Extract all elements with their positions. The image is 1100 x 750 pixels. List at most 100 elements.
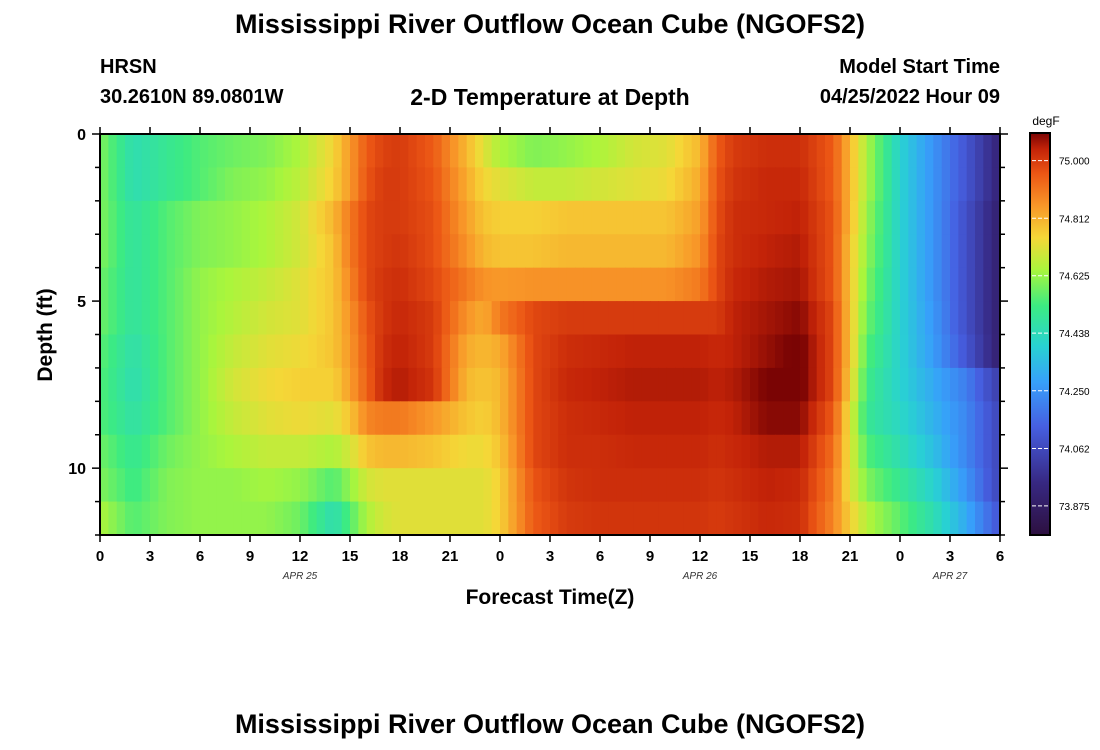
heatmap-cell bbox=[800, 334, 809, 369]
heatmap-cell bbox=[550, 301, 559, 336]
heatmap-cell bbox=[358, 234, 368, 269]
heatmap-cell bbox=[691, 134, 701, 169]
heatmap-cell bbox=[866, 367, 876, 402]
heatmap-cell bbox=[941, 267, 951, 302]
heatmap-cell bbox=[733, 434, 743, 469]
heatmap-cell bbox=[600, 434, 609, 469]
heatmap-cell bbox=[733, 167, 743, 202]
heatmap-cell bbox=[791, 468, 801, 503]
heatmap-cell bbox=[241, 267, 251, 302]
heatmap-cell bbox=[883, 134, 893, 169]
heatmap-cell bbox=[650, 468, 659, 503]
heatmap-cell bbox=[800, 200, 809, 235]
heatmap-cells bbox=[100, 134, 1001, 536]
heatmap-cell bbox=[625, 301, 634, 336]
heatmap-cell bbox=[416, 501, 426, 536]
heatmap-cell bbox=[150, 134, 159, 169]
heatmap-cell bbox=[583, 134, 593, 169]
heatmap-cell bbox=[550, 267, 559, 302]
heatmap-cell bbox=[725, 301, 734, 336]
heatmap-cell bbox=[341, 334, 351, 369]
heatmap-cell bbox=[266, 267, 276, 302]
heatmap-cell bbox=[475, 401, 484, 436]
heatmap-cell bbox=[966, 200, 976, 235]
heatmap-cell bbox=[366, 267, 376, 302]
heatmap-cell bbox=[425, 301, 434, 336]
heatmap-cell bbox=[266, 234, 276, 269]
heatmap-cell bbox=[325, 134, 334, 169]
heatmap-cell bbox=[816, 134, 826, 169]
heatmap-cell bbox=[741, 234, 751, 269]
heatmap-cell bbox=[275, 234, 284, 269]
heatmap-cell bbox=[325, 200, 334, 235]
heatmap-cell bbox=[483, 234, 493, 269]
heatmap-cell bbox=[358, 134, 368, 169]
heatmap-cell bbox=[441, 200, 451, 235]
heatmap-cell bbox=[725, 434, 734, 469]
heatmap-cell bbox=[483, 301, 493, 336]
heatmap-cell bbox=[166, 334, 176, 369]
heatmap-cell bbox=[816, 501, 826, 536]
heatmap-cell bbox=[841, 134, 851, 169]
heatmap-cell bbox=[300, 401, 309, 436]
x-tick-label: 6 bbox=[996, 548, 1004, 565]
heatmap-cell bbox=[675, 234, 684, 269]
heatmap-cell bbox=[141, 401, 151, 436]
heatmap-cell bbox=[425, 468, 434, 503]
heatmap-cell bbox=[700, 267, 709, 302]
heatmap-cell bbox=[475, 334, 484, 369]
heatmap-cell bbox=[625, 468, 634, 503]
heatmap-cell bbox=[391, 301, 401, 336]
heatmap-cell bbox=[441, 301, 451, 336]
heatmap-cell bbox=[233, 167, 243, 202]
heatmap-cell bbox=[616, 501, 626, 536]
heatmap-cell bbox=[825, 468, 834, 503]
heatmap-cell bbox=[450, 401, 459, 436]
heatmap-cell bbox=[125, 167, 134, 202]
heatmap-cell bbox=[291, 501, 301, 536]
heatmap-cell bbox=[675, 434, 684, 469]
heatmap-cell bbox=[841, 468, 851, 503]
heatmap-cell bbox=[708, 334, 718, 369]
heatmap-cell bbox=[966, 267, 976, 302]
heatmap-cell bbox=[733, 401, 743, 436]
heatmap-cell bbox=[825, 401, 834, 436]
heatmap-cell bbox=[841, 367, 851, 402]
heatmap-cell bbox=[658, 267, 668, 302]
heatmap-cell bbox=[725, 468, 734, 503]
heatmap-cell bbox=[308, 200, 318, 235]
heatmap-cell bbox=[250, 134, 259, 169]
heatmap-cell bbox=[175, 367, 184, 402]
heatmap-cell bbox=[408, 167, 418, 202]
heatmap-cell bbox=[258, 468, 268, 503]
heatmap-cell bbox=[250, 267, 259, 302]
heatmap-cell bbox=[975, 134, 984, 169]
heatmap-cell bbox=[800, 468, 809, 503]
heatmap-cell bbox=[625, 134, 634, 169]
heatmap-cell bbox=[716, 301, 726, 336]
heatmap-cell bbox=[516, 134, 526, 169]
heatmap-cell bbox=[991, 367, 1001, 402]
heatmap-cell bbox=[491, 367, 501, 402]
heatmap-cell bbox=[408, 468, 418, 503]
heatmap-cell bbox=[533, 301, 543, 336]
heatmap-cell bbox=[116, 267, 126, 302]
heatmap-cell bbox=[433, 234, 443, 269]
heatmap-cell bbox=[108, 167, 118, 202]
heatmap-cell bbox=[150, 367, 159, 402]
heatmap-cell bbox=[841, 167, 851, 202]
heatmap-cell bbox=[258, 367, 268, 402]
heatmap-cell bbox=[166, 367, 176, 402]
heatmap-cell bbox=[666, 334, 676, 369]
heatmap-cell bbox=[866, 167, 876, 202]
heatmap-cell bbox=[458, 301, 468, 336]
heatmap-cell bbox=[908, 334, 918, 369]
heatmap-cell bbox=[150, 234, 159, 269]
heatmap-cell bbox=[500, 334, 509, 369]
heatmap-cell bbox=[741, 200, 751, 235]
heatmap-cell bbox=[666, 301, 676, 336]
heatmap-cell bbox=[308, 401, 318, 436]
heatmap-cell bbox=[958, 234, 968, 269]
heatmap-cell bbox=[191, 367, 201, 402]
heatmap-cell bbox=[133, 401, 143, 436]
